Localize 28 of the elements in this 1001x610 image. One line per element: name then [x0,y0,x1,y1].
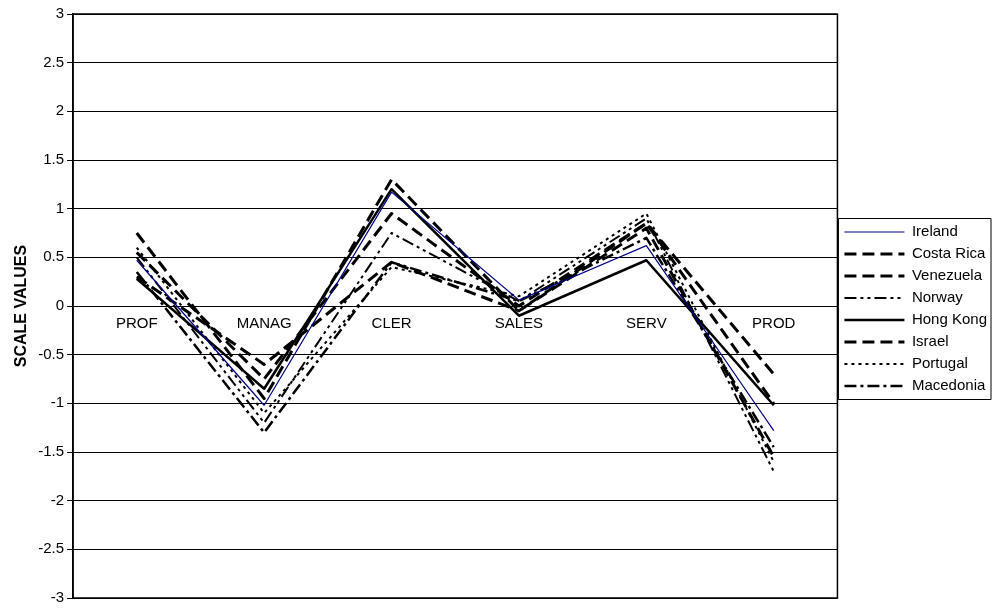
y-axis-title: SCALE VALUES [12,244,30,368]
legend-label: Ireland [911,222,958,240]
y-tick-label: -2.5 [38,539,65,557]
y-tick-label: 0.5 [43,247,65,265]
x-tick-label: SERV [626,314,667,332]
y-tick-label: -3 [50,588,65,606]
y-tick-label: 2 [55,101,65,119]
y-tick-label: -0.5 [38,344,65,362]
y-tick-label: 3 [55,4,65,22]
y-tick-label: -2 [50,490,65,508]
legend-label: Norway [911,288,964,306]
legend-label: Macedonia [911,376,986,394]
x-tick-label: MANAG [236,314,292,332]
y-tick-label: 1 [55,198,65,216]
x-tick-label: PROF [115,314,158,332]
legend-label: Costa Rica [911,244,986,262]
x-tick-label: SALES [494,314,544,332]
y-tick-label: 0 [55,296,65,314]
y-tick-label: -1.5 [38,442,65,460]
y-tick-label: 1.5 [43,150,65,168]
y-tick-label: -1 [50,393,65,411]
x-tick-label: PROD [752,314,796,332]
x-tick-label: CLER [371,314,412,332]
legend-label: Hong Kong [911,310,987,328]
legend-label: Israel [911,332,949,350]
legend-label: Portugal [911,354,968,372]
y-tick-label: 2.5 [43,52,65,70]
legend-label: Venezuela [911,266,983,284]
